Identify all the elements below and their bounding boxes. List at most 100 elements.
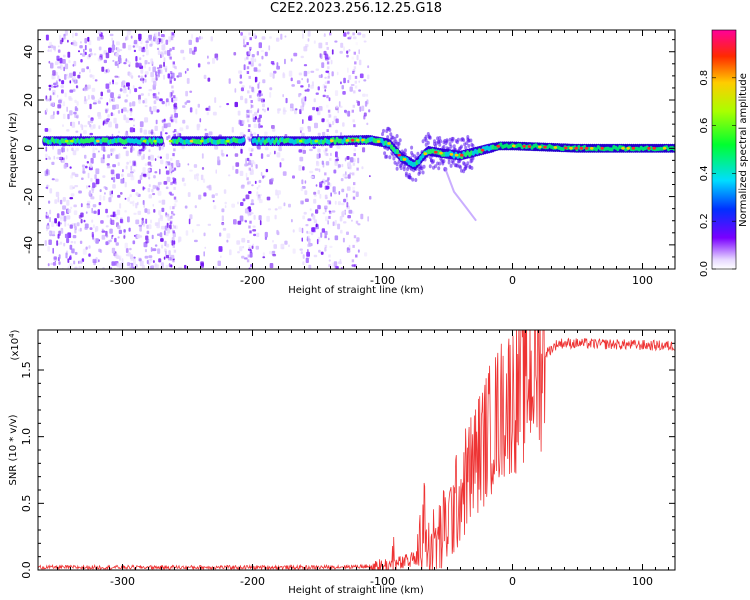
speckle <box>214 266 217 269</box>
speckle <box>234 101 238 108</box>
speckle <box>259 114 262 119</box>
colorbar-tick-label: 0.4 <box>699 165 710 181</box>
speckle <box>332 186 336 193</box>
speckle <box>151 234 154 240</box>
speckle <box>93 210 97 214</box>
speckle <box>70 241 74 244</box>
speckle <box>333 192 337 195</box>
speckle <box>174 225 178 230</box>
speckle <box>184 70 187 74</box>
speckle <box>156 75 160 79</box>
speckle <box>355 220 359 224</box>
y-tick-label: 1.0 <box>20 428 33 446</box>
speckle <box>44 170 49 177</box>
track-blob <box>395 166 399 171</box>
speckle <box>59 57 63 64</box>
speckle <box>246 162 250 166</box>
speckle <box>163 230 166 236</box>
speckle <box>195 108 198 115</box>
colorbar: 0.00.20.40.60.8 Normalized spectral ampl… <box>699 29 749 277</box>
speckle <box>87 115 91 118</box>
track-hot <box>64 139 69 143</box>
speckle <box>112 148 116 152</box>
speckle <box>218 246 223 252</box>
speckle <box>258 179 262 183</box>
speckle <box>62 101 66 107</box>
track-blob <box>467 143 471 148</box>
speckle <box>158 35 161 39</box>
speckle <box>220 255 222 258</box>
speckle <box>115 104 119 109</box>
x-tick-label: -300 <box>110 274 135 287</box>
speckle <box>161 244 164 249</box>
speckle <box>319 181 324 184</box>
speckle <box>122 42 126 49</box>
speckle <box>69 72 73 78</box>
x-tick-label: 100 <box>632 575 653 588</box>
speckle <box>309 148 313 152</box>
speckle <box>63 66 65 72</box>
speckle <box>171 240 174 246</box>
speckle <box>78 120 80 125</box>
speckle <box>110 169 115 175</box>
speckle <box>85 165 88 169</box>
speckle <box>344 176 348 179</box>
speckle <box>346 197 348 203</box>
x-tick-label: 0 <box>509 274 516 287</box>
speckle <box>263 108 266 113</box>
speckle <box>194 174 197 180</box>
speckle <box>258 123 261 129</box>
speckle <box>251 104 254 108</box>
speckle <box>48 200 51 204</box>
speckle <box>262 103 265 108</box>
speckle <box>352 186 355 190</box>
speckle <box>91 207 93 214</box>
speckle <box>352 196 356 200</box>
x-tick-label: 100 <box>632 274 653 287</box>
speckle <box>150 219 152 224</box>
speckle <box>112 113 115 116</box>
speckle <box>353 124 356 128</box>
speckle <box>342 173 346 178</box>
speckle <box>171 90 175 94</box>
speckle <box>169 91 172 98</box>
speckle <box>127 196 130 202</box>
speckle <box>152 93 157 99</box>
speckle <box>278 147 282 152</box>
speckle <box>352 119 355 123</box>
speckle <box>250 109 253 114</box>
speckle <box>59 199 63 205</box>
speckle <box>109 190 112 196</box>
speckle <box>102 229 104 233</box>
speckle <box>276 65 280 70</box>
speckle <box>204 128 207 131</box>
speckle <box>112 184 116 189</box>
speckle <box>150 247 153 252</box>
speckle <box>172 206 175 210</box>
speckle <box>129 72 133 78</box>
speckle <box>79 227 82 232</box>
speckle <box>152 203 154 207</box>
speckle <box>252 33 256 39</box>
speckle <box>116 263 121 268</box>
speckle <box>114 82 119 85</box>
speckle <box>121 258 124 264</box>
track-blob <box>460 144 463 149</box>
speckle <box>68 59 71 64</box>
speckle <box>125 117 130 123</box>
speckle <box>316 238 319 245</box>
speckle <box>351 109 354 113</box>
speckle <box>183 182 187 187</box>
speckle <box>90 52 93 56</box>
speckle <box>313 194 317 197</box>
speckle <box>52 262 57 266</box>
track-blob <box>426 140 430 145</box>
speckle <box>260 125 263 128</box>
track-core <box>672 147 675 151</box>
speckle <box>324 85 327 89</box>
speckle <box>86 161 89 164</box>
track-hot <box>361 138 365 142</box>
speckle <box>112 40 115 46</box>
speckle <box>172 244 175 248</box>
speckle <box>303 211 307 215</box>
